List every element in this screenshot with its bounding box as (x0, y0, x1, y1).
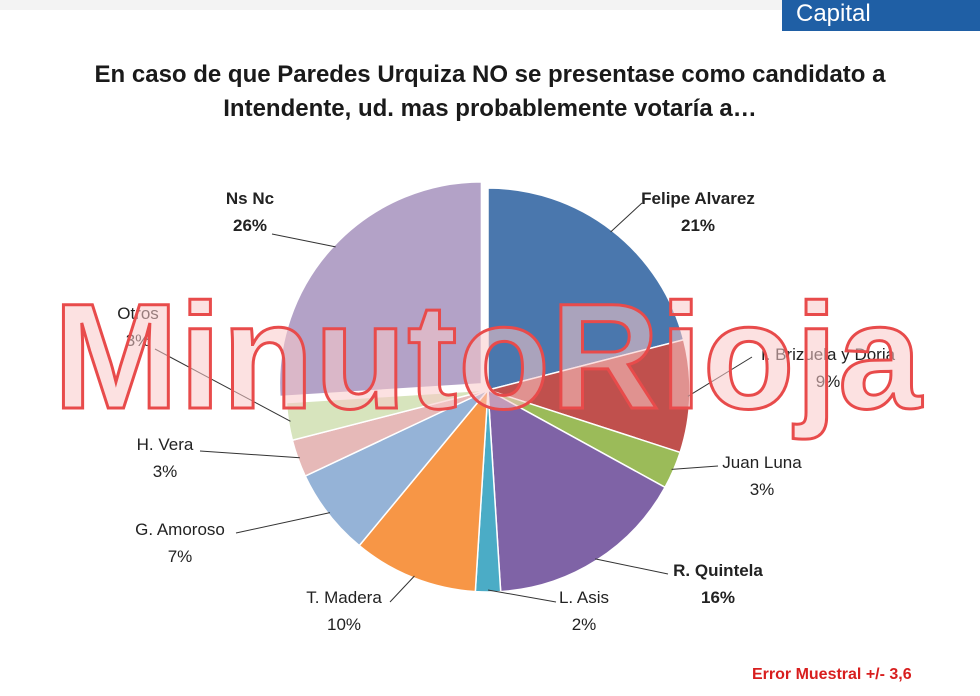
slice-label-name: H. Vera (137, 435, 194, 454)
slice-labels: Felipe Alvarez 21% I. Brizuela y Doria 9% Ju… (117, 189, 895, 634)
slice-label-value: 3% (153, 462, 178, 481)
slice-label-value: 21% (681, 216, 715, 235)
slice-label-value: 3% (750, 480, 775, 499)
slice-label-name: Juan Luna (722, 453, 802, 472)
watermark: MinutoRioja (52, 271, 924, 442)
watermark-text: MinutoRioja (53, 272, 923, 440)
slice-label-value: 9% (816, 372, 841, 391)
leader-line (199, 450, 300, 459)
leader-line (389, 575, 415, 603)
leader-line (271, 233, 336, 248)
pie-slice-i-brizuela-y-doria (485, 338, 691, 454)
leader-line (687, 356, 753, 397)
pie-slice-ns-nc (278, 181, 483, 398)
slice-label-name: Felipe Alvarez (641, 189, 755, 208)
slice-label-name: Ns Nc (226, 189, 274, 208)
chart-title-line-1: En caso de que Paredes Urquiza NO se pre… (94, 61, 886, 88)
leader-line (610, 202, 643, 233)
capital-badge: Capital (782, 0, 980, 31)
slice-label-name: G. Amoroso (135, 520, 225, 539)
chart-title-line-2: Intendente, ud. mas probablemente votarí… (223, 95, 757, 122)
pie-slice-r-quintela (487, 388, 667, 593)
slice-label-name: T. Madera (306, 588, 382, 607)
pie-slice-t-madera (358, 387, 489, 593)
slice-label-name: L. Asis (559, 588, 609, 607)
leader-line (235, 512, 331, 534)
slice-label-value: 16% (701, 588, 735, 607)
leader-line (595, 558, 669, 575)
slice-label-name: R. Quintela (673, 561, 763, 580)
slice-label-value: 26% (233, 216, 267, 235)
leader-line (154, 348, 291, 422)
slice-label-value: 2% (572, 615, 597, 634)
top-bar (0, 0, 980, 10)
pie-slice-otros (285, 389, 489, 442)
chart-title: En caso de que Paredes Urquiza NO se pre… (30, 58, 950, 126)
slice-label-name: Otros (117, 304, 159, 323)
slice-label-value: 7% (168, 547, 193, 566)
error-note: Error Muestral +/- 3,6 (752, 666, 912, 683)
leader-line (671, 465, 719, 470)
slice-label-name: I. Brizuela y Doria (761, 345, 896, 364)
slice-label-value: 10% (327, 615, 361, 634)
leader-lines (154, 202, 753, 603)
slice-label-value: 3% (126, 331, 151, 350)
leader-line (487, 589, 557, 603)
pie-slices (278, 181, 691, 593)
